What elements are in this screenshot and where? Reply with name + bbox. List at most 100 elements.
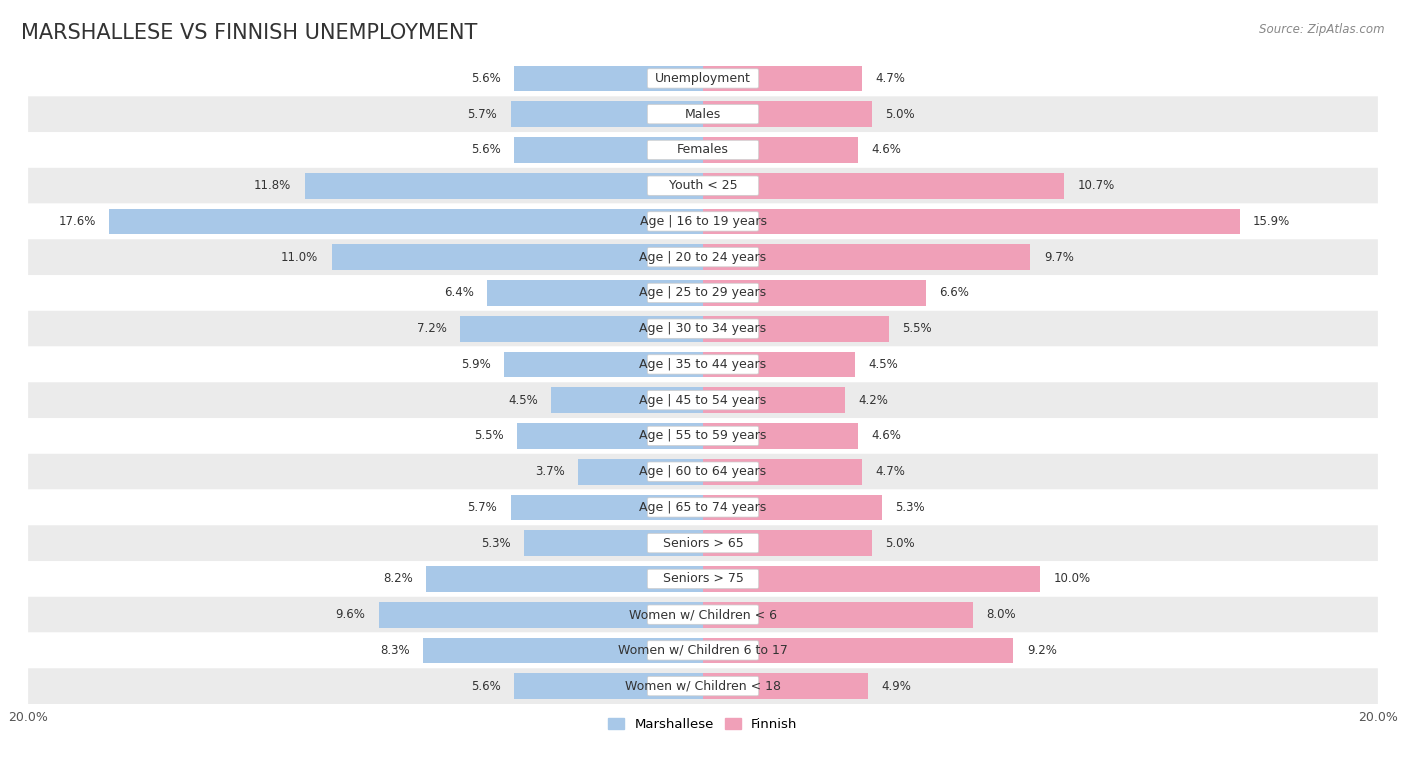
Text: Age | 60 to 64 years: Age | 60 to 64 years: [640, 465, 766, 478]
Bar: [703, 637, 1014, 663]
Text: 17.6%: 17.6%: [58, 215, 96, 228]
FancyBboxPatch shape: [647, 391, 759, 410]
FancyBboxPatch shape: [647, 69, 759, 88]
Bar: [110, 208, 703, 235]
FancyBboxPatch shape: [28, 668, 1378, 704]
Text: 4.9%: 4.9%: [882, 680, 911, 693]
Text: 5.5%: 5.5%: [903, 322, 932, 335]
Bar: [703, 423, 858, 449]
Bar: [510, 101, 703, 127]
Text: 5.6%: 5.6%: [471, 680, 501, 693]
Bar: [703, 208, 1240, 235]
Text: 5.6%: 5.6%: [471, 72, 501, 85]
FancyBboxPatch shape: [647, 426, 759, 446]
FancyBboxPatch shape: [28, 418, 1378, 453]
Text: Age | 16 to 19 years: Age | 16 to 19 years: [640, 215, 766, 228]
FancyBboxPatch shape: [28, 561, 1378, 597]
Text: Source: ZipAtlas.com: Source: ZipAtlas.com: [1260, 23, 1385, 36]
Bar: [703, 531, 872, 556]
Text: 5.6%: 5.6%: [471, 143, 501, 157]
Text: 5.7%: 5.7%: [467, 501, 498, 514]
Text: 4.2%: 4.2%: [858, 394, 889, 407]
FancyBboxPatch shape: [28, 347, 1378, 382]
Text: 9.7%: 9.7%: [1043, 251, 1074, 263]
Text: Seniors > 75: Seniors > 75: [662, 572, 744, 585]
FancyBboxPatch shape: [28, 633, 1378, 668]
FancyBboxPatch shape: [647, 319, 759, 338]
Text: 6.4%: 6.4%: [444, 286, 474, 300]
Bar: [517, 423, 703, 449]
FancyBboxPatch shape: [28, 61, 1378, 96]
Bar: [380, 602, 703, 628]
FancyBboxPatch shape: [28, 597, 1378, 633]
Bar: [703, 494, 882, 520]
Text: 4.6%: 4.6%: [872, 429, 901, 442]
Bar: [423, 637, 703, 663]
Bar: [515, 137, 703, 163]
FancyBboxPatch shape: [28, 382, 1378, 418]
Text: 4.6%: 4.6%: [872, 143, 901, 157]
Bar: [515, 66, 703, 92]
Bar: [703, 673, 869, 699]
Bar: [305, 173, 703, 198]
Bar: [515, 673, 703, 699]
Bar: [426, 566, 703, 592]
FancyBboxPatch shape: [28, 239, 1378, 275]
Bar: [503, 351, 703, 377]
Text: 4.7%: 4.7%: [875, 72, 905, 85]
FancyBboxPatch shape: [28, 275, 1378, 311]
Text: 4.5%: 4.5%: [869, 358, 898, 371]
Bar: [703, 602, 973, 628]
Text: Women w/ Children 6 to 17: Women w/ Children 6 to 17: [619, 644, 787, 657]
Text: Age | 65 to 74 years: Age | 65 to 74 years: [640, 501, 766, 514]
Text: 4.5%: 4.5%: [508, 394, 537, 407]
Text: 5.5%: 5.5%: [474, 429, 503, 442]
Bar: [332, 245, 703, 270]
FancyBboxPatch shape: [647, 212, 759, 231]
Text: Age | 30 to 34 years: Age | 30 to 34 years: [640, 322, 766, 335]
Legend: Marshallese, Finnish: Marshallese, Finnish: [603, 712, 803, 736]
Bar: [703, 566, 1040, 592]
Text: Males: Males: [685, 107, 721, 120]
Bar: [703, 280, 925, 306]
Text: 9.6%: 9.6%: [336, 608, 366, 621]
Text: Age | 35 to 44 years: Age | 35 to 44 years: [640, 358, 766, 371]
Text: 9.2%: 9.2%: [1026, 644, 1057, 657]
FancyBboxPatch shape: [28, 311, 1378, 347]
FancyBboxPatch shape: [647, 140, 759, 160]
Text: 10.7%: 10.7%: [1077, 179, 1115, 192]
Text: Youth < 25: Youth < 25: [669, 179, 737, 192]
Text: 11.0%: 11.0%: [281, 251, 318, 263]
FancyBboxPatch shape: [647, 534, 759, 553]
FancyBboxPatch shape: [647, 640, 759, 660]
Bar: [486, 280, 703, 306]
Text: Age | 25 to 29 years: Age | 25 to 29 years: [640, 286, 766, 300]
Text: 11.8%: 11.8%: [254, 179, 291, 192]
FancyBboxPatch shape: [647, 355, 759, 374]
Bar: [551, 388, 703, 413]
FancyBboxPatch shape: [647, 677, 759, 696]
Text: 10.0%: 10.0%: [1054, 572, 1091, 585]
Bar: [703, 101, 872, 127]
Bar: [703, 245, 1031, 270]
Text: 4.7%: 4.7%: [875, 465, 905, 478]
Text: Seniors > 65: Seniors > 65: [662, 537, 744, 550]
Text: 5.0%: 5.0%: [886, 107, 915, 120]
Text: Age | 20 to 24 years: Age | 20 to 24 years: [640, 251, 766, 263]
Bar: [703, 173, 1064, 198]
Text: Females: Females: [678, 143, 728, 157]
FancyBboxPatch shape: [28, 168, 1378, 204]
Bar: [524, 531, 703, 556]
FancyBboxPatch shape: [647, 176, 759, 195]
Bar: [703, 316, 889, 341]
Bar: [703, 66, 862, 92]
FancyBboxPatch shape: [28, 96, 1378, 132]
Text: 6.6%: 6.6%: [939, 286, 969, 300]
Text: Women w/ Children < 18: Women w/ Children < 18: [626, 680, 780, 693]
Text: 8.2%: 8.2%: [382, 572, 413, 585]
Text: MARSHALLESE VS FINNISH UNEMPLOYMENT: MARSHALLESE VS FINNISH UNEMPLOYMENT: [21, 23, 478, 42]
FancyBboxPatch shape: [28, 204, 1378, 239]
FancyBboxPatch shape: [647, 283, 759, 303]
FancyBboxPatch shape: [647, 498, 759, 517]
Text: 8.0%: 8.0%: [987, 608, 1017, 621]
